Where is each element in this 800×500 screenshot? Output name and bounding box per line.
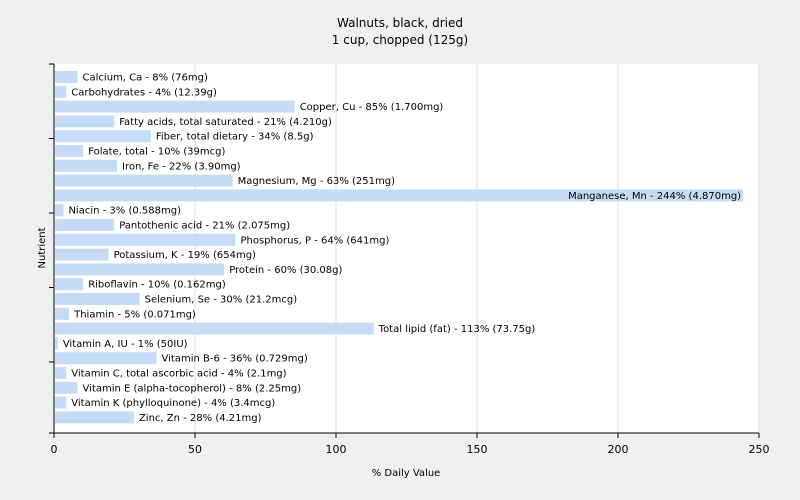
bar — [55, 174, 233, 187]
bar-label: Protein - 60% (30.08g) — [229, 265, 342, 276]
bar-label: Iron, Fe - 22% (3.90mg) — [122, 161, 241, 172]
bar — [55, 352, 157, 365]
bar — [55, 411, 134, 424]
bar-label: Vitamin B-6 - 36% (0.729mg) — [162, 354, 308, 365]
bar-label: Vitamin E (alpha-tocopherol) - 8% (2.25m… — [83, 383, 302, 394]
bar — [55, 307, 70, 320]
y-axis-ticks — [49, 63, 54, 434]
grid-lines — [194, 64, 760, 433]
bar-label: Fatty acids, total saturated - 21% (4.21… — [119, 117, 332, 128]
bar — [55, 100, 295, 113]
bar-labels-group: Calcium, Ca - 8% (76mg) Carbohydrates - 4… — [63, 73, 741, 424]
bar-label: Fiber, total dietary - 34% (8.5g) — [156, 132, 314, 143]
bar-label: Vitamin C, total ascorbic acid - 4% (2.1… — [71, 369, 286, 380]
plot-area — [54, 64, 759, 433]
bar-label: Magnesium, Mg - 63% (251mg) — [238, 176, 395, 187]
bar-label: Folate, total - 10% (39mcg) — [88, 147, 225, 158]
bar-label: Vitamin K (phylloquinone) - 4% (3.4mcg) — [71, 398, 275, 409]
bar — [55, 145, 84, 157]
bar — [55, 263, 225, 276]
bar — [55, 71, 78, 83]
bar — [55, 367, 67, 379]
bar — [55, 130, 151, 143]
bar-label: Riboflavin - 10% (0.162mg) — [88, 280, 226, 291]
bar-label: Selenium, Se - 30% (21.2mcg) — [145, 295, 298, 306]
chart-subtitle: 1 cup, chopped (125g) — [332, 33, 468, 47]
x-tick-label: 100 — [326, 443, 347, 456]
bar — [55, 219, 115, 231]
bar — [55, 396, 67, 409]
bar-label: Pantothenic acid - 21% (2.075mg) — [119, 221, 290, 232]
bar — [55, 293, 140, 305]
bar — [55, 189, 744, 202]
x-tick-label: 200 — [608, 443, 629, 456]
bar-label: Total lipid (fat) - 113% (73.75g) — [378, 324, 536, 335]
bar — [55, 248, 109, 261]
bar — [55, 159, 118, 172]
bar — [55, 204, 64, 217]
bar — [55, 85, 67, 98]
y-axis-title: Nutrient — [37, 227, 48, 268]
chart-title: Walnuts, black, dried — [337, 16, 463, 30]
bar-label: Phosphorus, P - 64% (641mg) — [240, 235, 389, 246]
bar-label: Copper, Cu - 85% (1.700mg) — [300, 102, 444, 113]
bar — [55, 278, 84, 291]
bar-label: Niacin - 3% (0.588mg) — [68, 206, 181, 217]
bar-label: Thiamin - 5% (0.071mg) — [73, 309, 196, 320]
bar-label: Carbohydrates - 4% (12.39g) — [71, 87, 217, 98]
bar — [55, 322, 374, 335]
bar-label: Potassium, K - 19% (654mg) — [114, 250, 256, 261]
bar-label: Zinc, Zn - 28% (4.21mg) — [139, 413, 262, 424]
bar-label: Calcium, Ca - 8% (76mg) — [83, 73, 208, 84]
bars-group — [55, 71, 744, 424]
x-axis-ticks: 0 50 100 150 200 250 — [51, 433, 770, 456]
x-tick-label: 50 — [188, 443, 202, 456]
bar-label: Manganese, Mn - 244% (4.870mg) — [568, 191, 741, 202]
bar — [55, 115, 115, 128]
bar — [55, 233, 236, 246]
bar — [55, 337, 58, 350]
bar — [55, 381, 78, 394]
x-tick-label: 150 — [467, 443, 488, 456]
bar-label: Vitamin A, IU - 1% (50IU) — [63, 339, 188, 350]
x-tick-label: 0 — [51, 443, 58, 456]
x-axis-title: % Daily Value — [372, 468, 441, 479]
x-tick-label: 250 — [749, 443, 770, 456]
